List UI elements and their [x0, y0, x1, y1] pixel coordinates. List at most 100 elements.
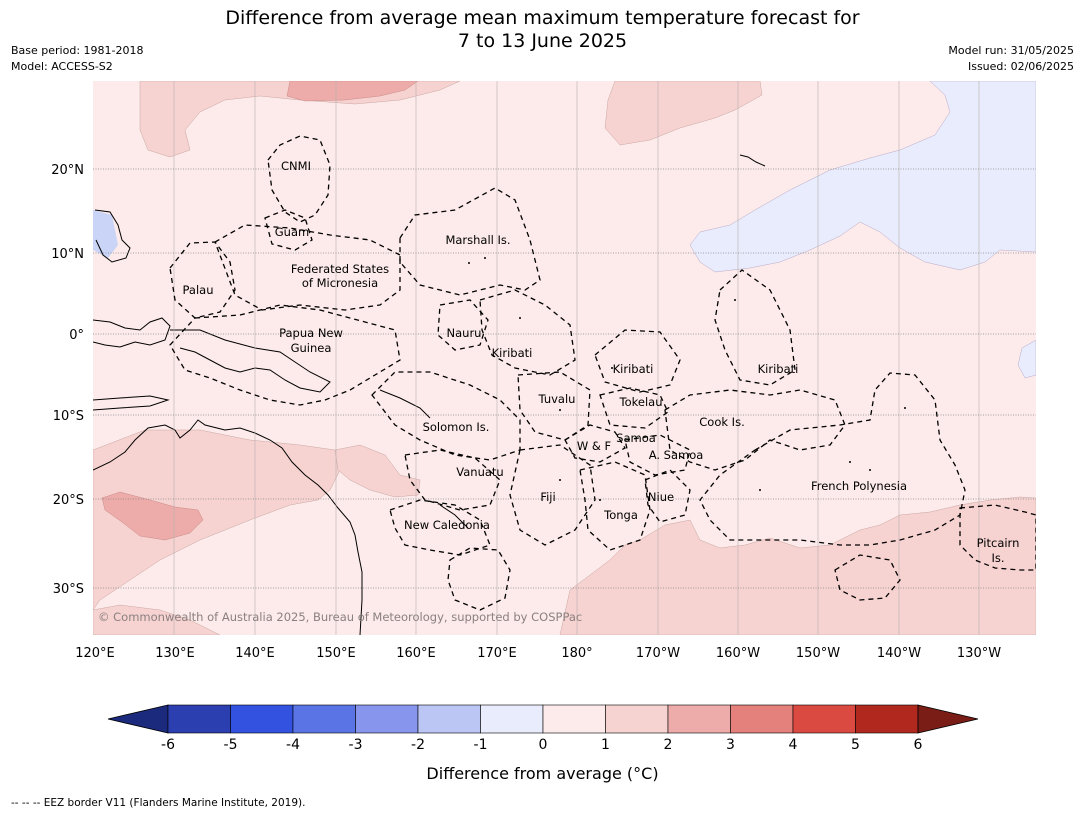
eez-fiji [509, 444, 596, 546]
colorbar-tick-label: 0 [538, 737, 548, 753]
colorbar-tick-label: 4 [788, 737, 798, 753]
lon-label: 170°E [477, 646, 517, 661]
model-run: Model run: 31/05/2025 [948, 44, 1074, 57]
model-name: Model: ACCESS-S2 [11, 60, 113, 73]
place-label-tonga: Tonga [603, 508, 638, 522]
place-label-french-polynesia: French Polynesia [811, 479, 907, 493]
place-label-kiribati-central: Kiribati [613, 362, 654, 376]
colorbar-tick-label: -4 [286, 737, 300, 753]
lat-label: 10°S [53, 409, 84, 424]
islands [468, 257, 906, 501]
lon-label: 160°E [396, 646, 436, 661]
anomaly-region-1-2-west [93, 429, 341, 611]
longitude-labels: 120°E 130°E 140°E 150°E 160°E 170°E 180°… [75, 646, 1001, 661]
colorbar-bin [292, 704, 356, 734]
island [559, 479, 561, 481]
eez-kiribati-central [594, 329, 681, 393]
place-label-american-samoa: A. Samoa [649, 448, 704, 462]
place-label-nauru: Nauru [447, 326, 482, 340]
colorbar-under-arrow [107, 704, 169, 734]
meta-right: Model run: 31/05/2025 Issued: 02/06/2025 [948, 43, 1074, 75]
place-label-tuvalu: Tuvalu [538, 392, 576, 406]
coast-timor [93, 395, 170, 411]
place-label-png-1: Papua New [279, 326, 343, 340]
eez-tonga [579, 461, 651, 551]
eez-palau [169, 241, 236, 319]
island [559, 409, 561, 411]
eez-guam [264, 209, 313, 251]
colorbar-tick-label: 2 [663, 737, 673, 753]
place-label-cnmi: CNMI [281, 159, 311, 173]
colorbar-tick-label: -5 [223, 737, 238, 753]
map-title: Difference from average mean maximum tem… [180, 7, 905, 53]
colorbar-bin [417, 704, 481, 734]
anomaly-region-1-2-northeast [604, 81, 763, 146]
anomaly-region-negative-small [1017, 339, 1036, 379]
island [611, 367, 613, 369]
eez-new-caledonia [389, 499, 491, 556]
coast-indonesia [93, 317, 171, 348]
colorbar-bin [855, 704, 919, 734]
place-label-cook: Cook Is. [699, 415, 744, 429]
place-label-niue: Niue [648, 490, 674, 504]
island [849, 461, 851, 463]
colorbar-tick-label: -1 [473, 737, 488, 753]
eez-wallis-samoa [564, 424, 626, 463]
eez-footnote: -- -- -- EEZ border V11 (Flanders Marine… [11, 797, 306, 809]
eez-cook [664, 389, 846, 471]
colorbar-bin [480, 704, 544, 734]
lon-label: 170°W [636, 646, 680, 661]
colorbar-bin [667, 704, 731, 734]
copyright-notice: © Commonwealth of Australia 2025, Bureau… [98, 610, 582, 624]
colorbar-tick-label: -6 [161, 737, 175, 753]
eez-marshall [399, 187, 541, 296]
lon-label: 130°E [155, 646, 195, 661]
coast-hawaii [739, 154, 766, 167]
place-label-pitcairn-2: Is. [991, 551, 1004, 565]
place-label-fsm-1: Federated States [291, 262, 389, 276]
island [734, 299, 736, 301]
place-label-marshall: Marshall Is. [445, 233, 510, 247]
eez-borders [169, 135, 1036, 611]
eez-nauru [437, 299, 489, 351]
lon-label: 150°E [316, 646, 356, 661]
place-label-tokelau: Tokelau [619, 395, 663, 409]
map-title-line2: 7 to 13 June 2025 [457, 30, 628, 52]
anomaly-shading [93, 81, 1036, 635]
colorbar-bin [730, 704, 794, 734]
colorbar-tick-label: -3 [348, 737, 363, 753]
island [759, 489, 761, 491]
place-label-vanuatu: Vanuatu [456, 465, 503, 479]
eez-kermadec [834, 554, 901, 601]
issued-date: Issued: 02/06/2025 [967, 60, 1074, 73]
eez-cnmi [267, 135, 331, 223]
place-label-samoa: Samoa [616, 431, 656, 445]
lat-label: 20°N [51, 163, 84, 178]
colorbar-bin [605, 704, 669, 734]
base-period: Base period: 1981-2018 [11, 44, 144, 57]
lon-label: 120°E [75, 646, 115, 661]
colorbar-bin [230, 704, 294, 734]
colorbar-tick-label: 3 [726, 737, 735, 753]
colorbar-bin [355, 704, 419, 734]
coast-philippines [94, 209, 131, 263]
place-label-new-caledonia: New Caledonia [404, 518, 490, 532]
lat-label: 20°S [53, 493, 84, 508]
place-label-png-2: Guinea [291, 341, 332, 355]
eez-vanuatu [404, 449, 501, 511]
island [904, 407, 906, 409]
eez-png [169, 304, 401, 406]
eez-american-samoa [624, 434, 691, 476]
colorbar-title: Difference from average (°C) [426, 764, 659, 783]
place-label-pitcairn-1: Pitcairn [977, 536, 1020, 550]
eez-niue [644, 469, 691, 523]
anomaly-region-1-2-north [139, 81, 461, 158]
island [519, 317, 521, 319]
lon-label: 140°W [877, 646, 921, 661]
colorbar-over-arrow [917, 704, 979, 734]
colorbar-tick-label: 6 [913, 737, 923, 753]
anomaly-region-1-2-south [559, 496, 1036, 635]
graticule-parallels [93, 168, 1036, 589]
coast-new-caledonia [439, 504, 469, 529]
colorbar [107, 704, 979, 734]
